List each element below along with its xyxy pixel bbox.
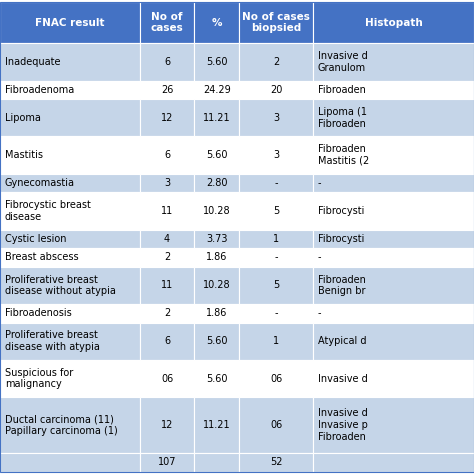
Polygon shape xyxy=(313,43,474,81)
Polygon shape xyxy=(140,192,194,229)
Polygon shape xyxy=(194,2,239,43)
Polygon shape xyxy=(313,360,474,397)
Text: Fibroaden
Mastitis (2: Fibroaden Mastitis (2 xyxy=(318,144,369,166)
Text: 24.29: 24.29 xyxy=(203,85,231,95)
Polygon shape xyxy=(194,99,239,137)
Text: 5.60: 5.60 xyxy=(206,57,228,67)
Text: 06: 06 xyxy=(161,374,173,383)
Polygon shape xyxy=(140,397,194,453)
Text: 2: 2 xyxy=(164,253,170,263)
Polygon shape xyxy=(140,360,194,397)
Text: Fibroaden: Fibroaden xyxy=(318,85,365,95)
Polygon shape xyxy=(239,397,313,453)
Text: No of
cases: No of cases xyxy=(151,12,183,34)
Text: Fibroadenosis: Fibroadenosis xyxy=(5,309,72,319)
Polygon shape xyxy=(239,99,313,137)
Text: 20: 20 xyxy=(270,85,283,95)
Text: 11.21: 11.21 xyxy=(203,113,231,123)
Polygon shape xyxy=(140,248,194,267)
Polygon shape xyxy=(0,173,140,192)
Text: 5.60: 5.60 xyxy=(206,336,228,346)
Polygon shape xyxy=(194,360,239,397)
Polygon shape xyxy=(313,173,474,192)
Polygon shape xyxy=(194,267,239,304)
Polygon shape xyxy=(140,81,194,99)
Polygon shape xyxy=(313,99,474,137)
Polygon shape xyxy=(194,453,239,472)
Text: 12: 12 xyxy=(161,420,173,430)
Text: Cystic lesion: Cystic lesion xyxy=(5,234,66,244)
Text: Mastitis: Mastitis xyxy=(5,150,43,160)
Text: 11.21: 11.21 xyxy=(203,420,231,430)
Polygon shape xyxy=(140,304,194,323)
Polygon shape xyxy=(313,267,474,304)
Text: Invasive d
Granulom: Invasive d Granulom xyxy=(318,51,367,73)
Polygon shape xyxy=(239,304,313,323)
Polygon shape xyxy=(239,43,313,81)
Text: 10.28: 10.28 xyxy=(203,281,231,291)
Polygon shape xyxy=(239,323,313,360)
Polygon shape xyxy=(140,229,194,248)
Text: 5.60: 5.60 xyxy=(206,150,228,160)
Text: -: - xyxy=(318,309,321,319)
Text: 6: 6 xyxy=(164,336,170,346)
Text: Gynecomastia: Gynecomastia xyxy=(5,178,75,188)
Polygon shape xyxy=(194,304,239,323)
Text: Lipoma: Lipoma xyxy=(5,113,41,123)
Text: 06: 06 xyxy=(270,374,282,383)
Polygon shape xyxy=(313,2,474,43)
Text: Histopath: Histopath xyxy=(365,18,422,28)
Polygon shape xyxy=(140,453,194,472)
Text: 5: 5 xyxy=(273,281,279,291)
Polygon shape xyxy=(239,360,313,397)
Text: Fibrocysti: Fibrocysti xyxy=(318,206,364,216)
Polygon shape xyxy=(313,397,474,453)
Text: Ductal carcinoma (11)
Papillary carcinoma (1): Ductal carcinoma (11) Papillary carcinom… xyxy=(5,414,118,436)
Polygon shape xyxy=(0,99,140,137)
Polygon shape xyxy=(140,323,194,360)
Polygon shape xyxy=(0,397,140,453)
Text: Fibroaden
Benign br: Fibroaden Benign br xyxy=(318,274,365,296)
Text: -: - xyxy=(318,178,321,188)
Polygon shape xyxy=(194,323,239,360)
Text: %: % xyxy=(211,18,222,28)
Text: 5: 5 xyxy=(273,206,279,216)
Text: 3: 3 xyxy=(164,178,170,188)
Polygon shape xyxy=(239,2,313,43)
Polygon shape xyxy=(313,323,474,360)
Polygon shape xyxy=(0,360,140,397)
Text: 3: 3 xyxy=(273,150,279,160)
Text: -: - xyxy=(274,178,278,188)
Text: Inadequate: Inadequate xyxy=(5,57,60,67)
Polygon shape xyxy=(0,81,140,99)
Polygon shape xyxy=(140,43,194,81)
Polygon shape xyxy=(313,304,474,323)
Text: No of cases
biopsied: No of cases biopsied xyxy=(242,12,310,34)
Polygon shape xyxy=(0,137,140,173)
Text: -: - xyxy=(318,253,321,263)
Polygon shape xyxy=(0,43,140,81)
Text: 6: 6 xyxy=(164,150,170,160)
Text: Invasive d
Invasive p
Fibroaden: Invasive d Invasive p Fibroaden xyxy=(318,409,367,442)
Text: 52: 52 xyxy=(270,457,283,467)
Text: 3.73: 3.73 xyxy=(206,234,228,244)
Text: -: - xyxy=(274,309,278,319)
Text: -: - xyxy=(274,253,278,263)
Polygon shape xyxy=(194,229,239,248)
Polygon shape xyxy=(239,173,313,192)
Text: 1: 1 xyxy=(273,234,279,244)
Polygon shape xyxy=(0,248,140,267)
Text: 1.86: 1.86 xyxy=(206,253,228,263)
Polygon shape xyxy=(194,192,239,229)
Polygon shape xyxy=(313,137,474,173)
Polygon shape xyxy=(0,453,140,472)
Text: 11: 11 xyxy=(161,281,173,291)
Text: 6: 6 xyxy=(164,57,170,67)
Polygon shape xyxy=(239,453,313,472)
Polygon shape xyxy=(239,81,313,99)
Polygon shape xyxy=(0,229,140,248)
Text: Proliferative breast
disease with atypia: Proliferative breast disease with atypia xyxy=(5,330,100,352)
Polygon shape xyxy=(0,267,140,304)
Text: 26: 26 xyxy=(161,85,173,95)
Text: 2: 2 xyxy=(273,57,279,67)
